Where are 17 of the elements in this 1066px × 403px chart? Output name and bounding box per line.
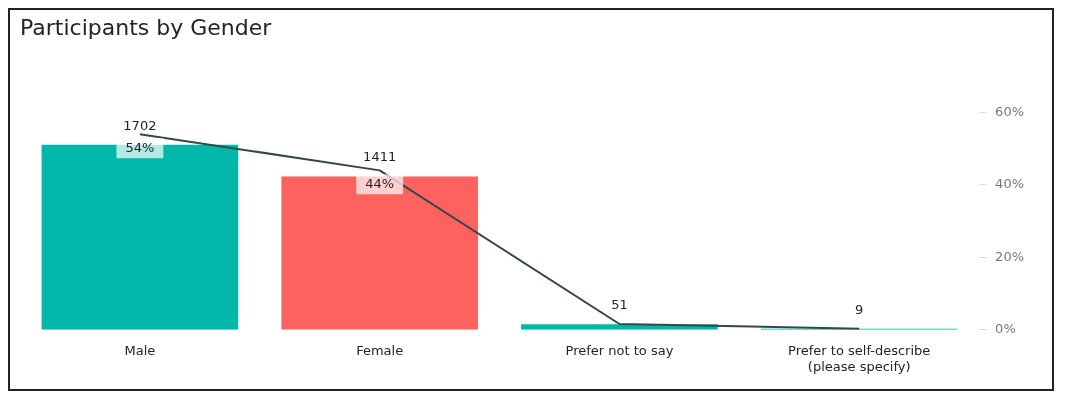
x-tick-label: Male — [124, 342, 156, 358]
x-tick-label: Female — [356, 342, 404, 358]
x-tick-label: Prefer to self-describe (please specify) — [788, 342, 931, 374]
chart-title: Participants by Gender — [20, 14, 273, 40]
x-tick-label: Prefer not to say — [565, 342, 674, 358]
data-label: 44% — [365, 175, 395, 191]
data-label: 9 — [855, 301, 864, 317]
data-label: 51 — [611, 297, 628, 313]
y2-tick-label: 0% — [995, 321, 1016, 337]
y2-tick-label: 60% — [995, 103, 1025, 119]
bar — [41, 144, 239, 330]
data-label: 54% — [125, 139, 155, 155]
data-label: 1411 — [363, 149, 397, 165]
bar — [281, 176, 478, 330]
data-label: 1702 — [123, 117, 157, 133]
y2-tick-label: 40% — [995, 176, 1025, 192]
y2-tick-label: 20% — [995, 248, 1025, 264]
